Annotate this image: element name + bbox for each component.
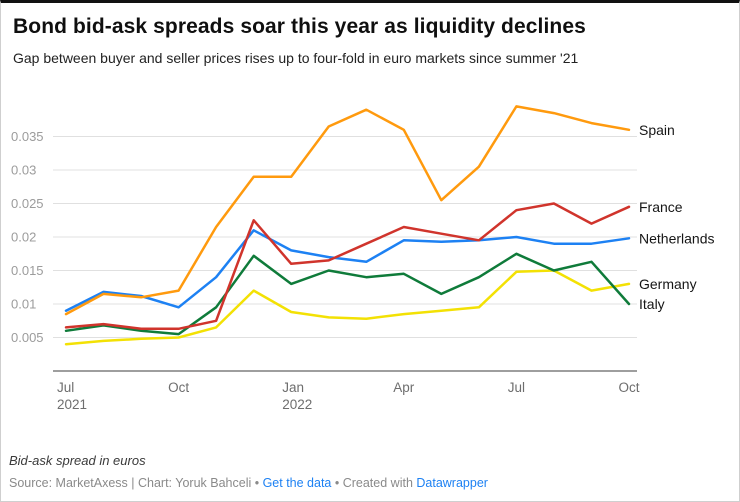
created-with-text: Created with	[342, 476, 417, 490]
series-line-netherlands	[64, 229, 631, 313]
series-label-italy: Italy	[639, 296, 665, 312]
x-axis-tick-label: Jul	[57, 380, 74, 395]
x-axis-tick-label: Jan	[282, 380, 304, 395]
y-axis-tick-label: 0.025	[11, 196, 44, 211]
series-label-france: France	[639, 199, 683, 215]
x-axis-tick-label: Jul	[508, 380, 525, 395]
source-line: Source: MarketAxess | Chart: Yoruk Bahce…	[9, 476, 488, 490]
series-line-germany	[64, 269, 631, 346]
chart-title: Bond bid-ask spreads soar this year as l…	[13, 15, 586, 38]
series-label-spain: Spain	[639, 122, 675, 138]
chart-note: Bid-ask spread in euros	[9, 453, 146, 468]
x-axis-year-label: 2022	[282, 397, 312, 412]
y-axis-tick-label: 0.015	[11, 263, 44, 278]
datawrapper-link[interactable]: Datawrapper	[416, 476, 488, 490]
line-chart: 0.005 0.01 0.015 0.02 0.025 0.03 0.035 Jul 2021 O…	[11, 105, 715, 412]
separator-dot: •	[251, 476, 263, 490]
series-line-spain	[64, 105, 631, 316]
x-axis-tick-label: Apr	[393, 380, 415, 395]
x-axis-tick-label: Oct	[168, 380, 189, 395]
series-label-germany: Germany	[639, 276, 697, 292]
chart-subtitle: Gap between buyer and seller prices rise…	[13, 50, 579, 67]
y-axis-tick-label: 0.035	[11, 129, 44, 144]
y-axis-tick-label: 0.005	[11, 330, 44, 345]
series-label-netherlands: Netherlands	[639, 231, 715, 247]
y-axis-tick-label: 0.03	[11, 163, 36, 178]
y-axis-tick-label: 0.02	[11, 230, 36, 245]
x-axis-tick-label: Oct	[618, 380, 639, 395]
series-line-italy	[64, 252, 631, 336]
source-text: Source: MarketAxess | Chart: Yoruk Bahce…	[9, 476, 252, 490]
separator-dot: •	[331, 476, 343, 490]
series-line-france	[64, 202, 631, 331]
x-axis-year-label: 2021	[57, 397, 87, 412]
get-data-link[interactable]: Get the data	[262, 476, 332, 490]
y-axis-tick-label: 0.01	[11, 297, 36, 312]
